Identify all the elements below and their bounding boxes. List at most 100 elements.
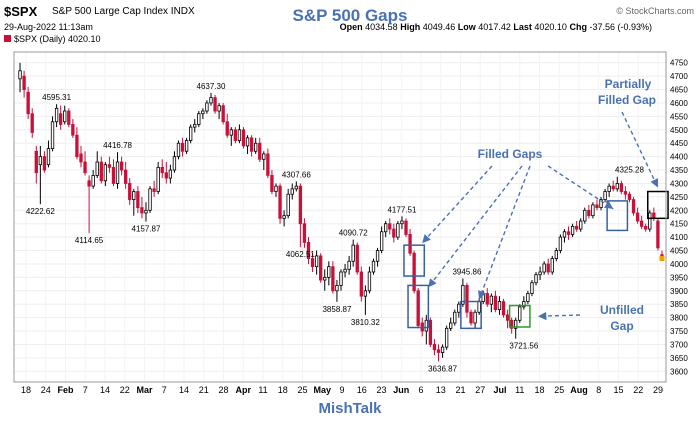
candle-body [371, 260, 376, 273]
chart-title: S&P 500 Gaps [292, 6, 408, 25]
candle-body [323, 276, 327, 281]
candle-body [164, 172, 168, 179]
candle-body [294, 185, 298, 190]
candle-body [489, 295, 493, 305]
candle-body [509, 319, 514, 329]
candle-body [644, 225, 648, 230]
price-label: 4637.30 [197, 82, 226, 91]
candle-body [140, 207, 144, 214]
x-tick-label: 22 [120, 385, 130, 395]
candle-body [176, 142, 181, 158]
candle-body [619, 183, 623, 192]
candle-body [132, 191, 136, 200]
y-tick-label: 4700 [670, 72, 688, 81]
candle-body [530, 282, 534, 294]
y-tick-label: 4500 [670, 126, 688, 135]
low-value: 4017.42 [478, 22, 511, 32]
candle-body [152, 188, 156, 192]
y-tick-label: 4750 [670, 59, 688, 68]
candle-body [379, 231, 384, 251]
price-label: 3721.56 [509, 342, 538, 351]
candle-body [335, 285, 339, 292]
candle-body [95, 161, 99, 176]
annotation-arrows [421, 111, 659, 321]
low-label: Low [457, 22, 476, 32]
y-tick-label: 3850 [670, 300, 688, 309]
price-label: 4114.65 [75, 236, 104, 245]
filled-gap-box [606, 200, 629, 232]
price-label: 3636.87 [428, 364, 457, 373]
open-value: 4034.58 [365, 22, 398, 32]
candle-body [339, 271, 343, 286]
filled-gap-box [403, 244, 426, 277]
candle-body [197, 113, 201, 125]
candle-body [67, 110, 71, 125]
candle-body [193, 124, 197, 128]
candle-body [189, 126, 193, 141]
y-tick-label: 3650 [670, 354, 688, 363]
x-tick-label: 11 [258, 385, 267, 395]
candle-body [46, 148, 51, 166]
candle-body [432, 344, 437, 351]
candle-body [424, 319, 428, 332]
candle-body [627, 193, 632, 200]
candle-body [392, 228, 396, 238]
candle-body [111, 166, 116, 184]
candle-body [54, 107, 59, 123]
candle-body [404, 220, 408, 235]
partial-gap-box [646, 190, 669, 220]
x-tick-label: 18 [278, 385, 288, 395]
candle-body [331, 266, 335, 292]
high-label: High [400, 22, 421, 32]
candle-body [522, 301, 526, 308]
candle-body [115, 161, 120, 184]
chg-value: -37.56 (-0.93%) [589, 22, 652, 32]
y-tick-label: 4250 [670, 193, 688, 202]
candle-body [148, 188, 152, 211]
candle-body [201, 110, 205, 115]
x-tick-label: 8 [596, 385, 601, 395]
candle-body [87, 180, 91, 187]
y-tick-label: 4000 [670, 260, 688, 269]
candles [18, 62, 665, 362]
candle-body [546, 263, 550, 273]
x-tick-label: 29 [653, 385, 663, 395]
candle-body [428, 319, 433, 345]
candle-body [42, 156, 47, 171]
price-label: 4090.72 [339, 229, 368, 238]
candle-body [209, 97, 213, 104]
y-tick-label: 4150 [670, 220, 688, 229]
x-tick-label: 16 [357, 385, 367, 395]
candle-body [591, 204, 595, 217]
candle-body [83, 161, 87, 174]
y-tick-label: 3900 [670, 287, 688, 296]
candle-body [119, 161, 124, 171]
candle-body [375, 250, 380, 262]
x-tick-label: 21 [455, 385, 465, 395]
candle-body [635, 212, 640, 222]
candle-body [274, 185, 278, 192]
index-description: S&P 500 Large Cap Index INDX [52, 6, 195, 17]
candle-body [30, 113, 34, 133]
last-value: 4020.10 [534, 22, 567, 32]
candle-body [270, 175, 274, 192]
candle-body [558, 236, 563, 251]
x-tick-label: 25 [554, 385, 564, 395]
candle-body [298, 185, 303, 225]
candle-body [314, 255, 319, 268]
x-tick-label: Jul [493, 385, 506, 395]
candle-body [160, 166, 164, 174]
candle-body [611, 185, 615, 190]
candle-body [367, 271, 372, 292]
filled-gap-box [407, 284, 430, 329]
candle-body [254, 142, 258, 152]
candle-body [595, 204, 599, 209]
candle-body [237, 129, 242, 141]
candle-body [128, 183, 132, 200]
candle-body [241, 129, 246, 147]
candle-body [477, 301, 481, 313]
candle-body [266, 153, 270, 176]
price-label: 4177.51 [387, 205, 416, 214]
candle-body [444, 327, 449, 348]
y-tick-label: 4100 [670, 233, 688, 242]
